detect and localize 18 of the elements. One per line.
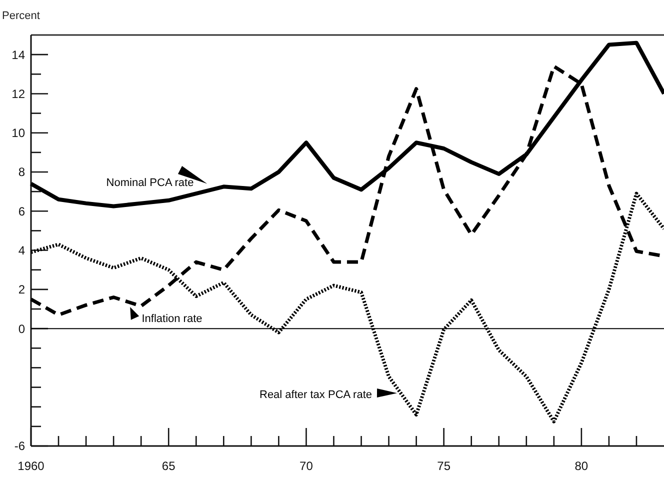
x-tick-label: 75 (437, 459, 451, 473)
legend-label: Inflation rate (142, 313, 202, 325)
x-tick-label: 65 (162, 459, 176, 473)
x-tick-label: 70 (300, 459, 314, 473)
y-tick-label: 6 (18, 204, 26, 218)
y-tick-label: 8 (18, 165, 26, 180)
y-tick-label: 14 (12, 48, 26, 62)
series-label: Real after tax PCA rate (260, 389, 372, 401)
y-tick-label: 0 (18, 322, 26, 336)
x-tick-label: 80 (574, 459, 588, 473)
y-tick-label: -6 (14, 439, 26, 454)
y-tick-label: 2 (18, 282, 26, 297)
y-tick-label: 4 (18, 243, 26, 258)
x-tick-label: 1960 (18, 459, 45, 473)
series-label: Nominal PCA rate (106, 177, 194, 189)
y-tick-label: 10 (12, 126, 26, 140)
y-axis-title: Percent (2, 10, 40, 22)
y-tick-label: 12 (12, 86, 26, 101)
